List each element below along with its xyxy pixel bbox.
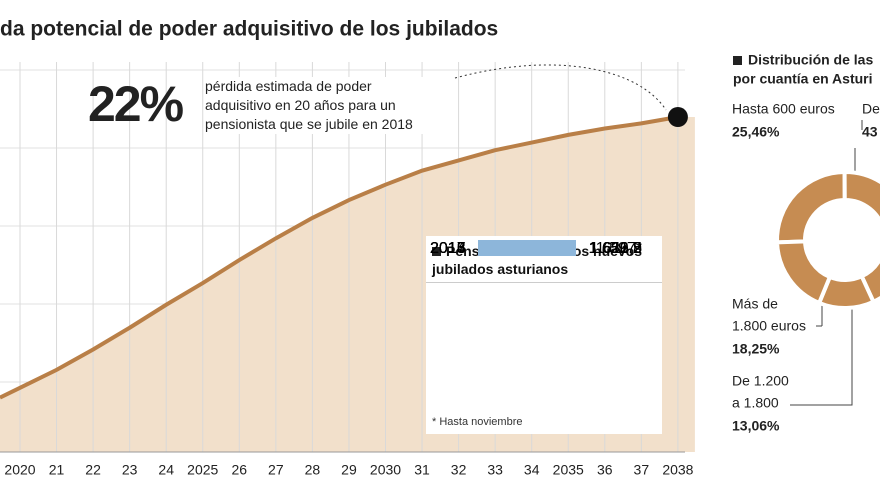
end-point <box>667 107 688 127</box>
row-year: 2014 <box>430 240 466 257</box>
x-tick-label: 36 <box>597 462 613 478</box>
x-tick-label: 2030 <box>370 462 401 478</box>
x-tick-label: 31 <box>414 462 430 478</box>
x-tick-label: 34 <box>524 462 540 478</box>
x-tick-label: 24 <box>158 462 174 478</box>
slice-label: Más de <box>732 296 778 312</box>
donut-slice <box>775 169 847 245</box>
value-label: 1.620,5 <box>588 240 642 257</box>
x-tick-label: 2035 <box>553 462 584 478</box>
x-tick-label: 23 <box>122 462 138 478</box>
row-year: 2017 <box>430 240 466 257</box>
footnote: * Hasta noviembre <box>432 416 523 428</box>
bar <box>478 240 523 256</box>
table-row: 2013 1.620,5 <box>426 240 662 283</box>
x-tick-label: 29 <box>341 462 357 478</box>
slice-value: 25,46% <box>732 124 780 140</box>
slice-label: Hasta 600 euros <box>732 101 835 117</box>
annotation-value: 22% <box>88 76 184 132</box>
value-label: 1.626,9 <box>588 240 642 257</box>
x-tick-label: 2020 <box>4 462 35 478</box>
donut-slice <box>842 170 880 305</box>
value-label: 1.611,2 <box>589 240 642 257</box>
x-tick-label: 33 <box>487 462 503 478</box>
x-tick-label: 2038 <box>662 462 693 478</box>
x-tick-label: 2025 <box>187 462 218 478</box>
slice-value: 18,25% <box>732 341 780 357</box>
x-tick-label: 28 <box>305 462 321 478</box>
x-tick-label: 26 <box>232 462 248 478</box>
slice-label: De <box>862 101 880 117</box>
slice-value: 43 <box>862 124 878 140</box>
donut-slice <box>774 239 833 306</box>
row-year: 2013 <box>430 240 466 257</box>
x-tick-label: 32 <box>451 462 467 478</box>
legend-square <box>733 56 742 65</box>
slice-value: 13,06% <box>732 418 780 434</box>
slice-label: 1.800 euros <box>732 318 806 334</box>
area-line <box>0 115 679 400</box>
annotation-text: pérdida estimada de poder adquisitivo en… <box>205 77 430 134</box>
row-year: 2015 <box>430 240 466 257</box>
x-tick-label: 37 <box>634 462 650 478</box>
pie-title: por cuantía en Asturi <box>733 71 873 87</box>
pie-title: Distribución de las <box>748 52 873 68</box>
row-year: 2016 <box>430 240 466 257</box>
chart-title: da potencial de poder adquisitivo de los… <box>0 18 498 41</box>
x-tick-label: 21 <box>49 462 65 478</box>
value-label: 1.653,8 <box>588 240 642 257</box>
slice-label: De 1.200 <box>732 373 789 389</box>
table-box: Pensión media de los nuevos jubilados as… <box>426 236 662 434</box>
value-label: 1.597* <box>595 240 642 257</box>
slice-label: a 1.800 <box>732 395 779 411</box>
x-tick-label: 22 <box>85 462 101 478</box>
x-tick-label: 27 <box>268 462 284 478</box>
annotation-arrow <box>454 64 667 111</box>
